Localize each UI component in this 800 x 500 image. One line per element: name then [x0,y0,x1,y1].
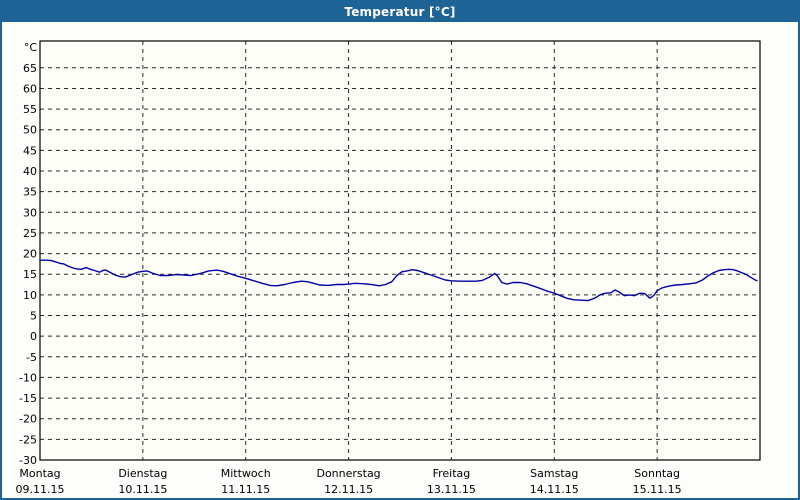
horizontal-gridlines [40,67,760,440]
y-tick-label: 65 [23,62,37,75]
day-label: Donnerstag [316,467,380,480]
day-label: Freitag [433,467,471,480]
date-label: 11.11.15 [221,483,270,496]
day-label: Mittwoch [221,467,271,480]
y-tick-label: 25 [23,227,37,240]
date-label: 12.11.15 [324,483,373,496]
date-label: 13.11.15 [427,483,476,496]
y-tick-label: -15 [19,392,37,405]
temperature-chart: °C65605550454035302520151050-5-10-15-20-… [16,40,761,496]
y-tick-label: 20 [23,248,37,261]
y-tick-label: -20 [19,413,37,426]
day-label: Sonntag [634,467,680,480]
y-tick-label: 0 [30,330,37,343]
y-tick-label: -10 [19,371,37,384]
date-label: 10.11.15 [118,483,167,496]
y-tick-label: 5 [30,310,37,323]
day-label: Samstag [530,467,578,480]
y-axis-labels: °C65605550454035302520151050-5-10-15-20-… [19,41,37,467]
y-tick-label: 60 [23,82,37,95]
temperature-series [39,259,758,302]
date-label: 09.11.15 [16,483,65,496]
y-tick-label: 55 [23,103,37,116]
y-tick-label: 45 [23,144,37,157]
y-tick-label: 35 [23,186,37,199]
date-label: 14.11.15 [530,483,579,496]
y-tick-label: -5 [26,351,37,364]
y-tick-label: 15 [23,268,37,281]
y-tick-label: 40 [23,165,37,178]
y-tick-label: 50 [23,124,37,137]
day-label: Montag [19,467,60,480]
x-axis-labels: Montag 09.11.15 Dienstag 10.11.15 Mittwoch 11… [16,467,682,496]
title-bar: Temperatur [°C] [2,2,798,22]
plot-background [40,41,760,460]
window-title: Temperatur [°C] [344,5,456,19]
y-tick-label: -30 [19,454,37,467]
y-unit-label: °C [24,41,38,54]
y-tick-label: -25 [19,433,37,446]
day-label: Dienstag [118,467,167,480]
plot-border [39,40,761,461]
chart-content: °C 65 60 55 50 45 40 35 30 25 20 15 10 5 0 -5 -10 -15 -20-… [2,22,798,498]
y-tick-label: 10 [23,289,37,302]
y-tick-label: 30 [23,206,37,219]
vertical-gridlines [142,41,658,460]
date-label: 15.11.15 [633,483,682,496]
